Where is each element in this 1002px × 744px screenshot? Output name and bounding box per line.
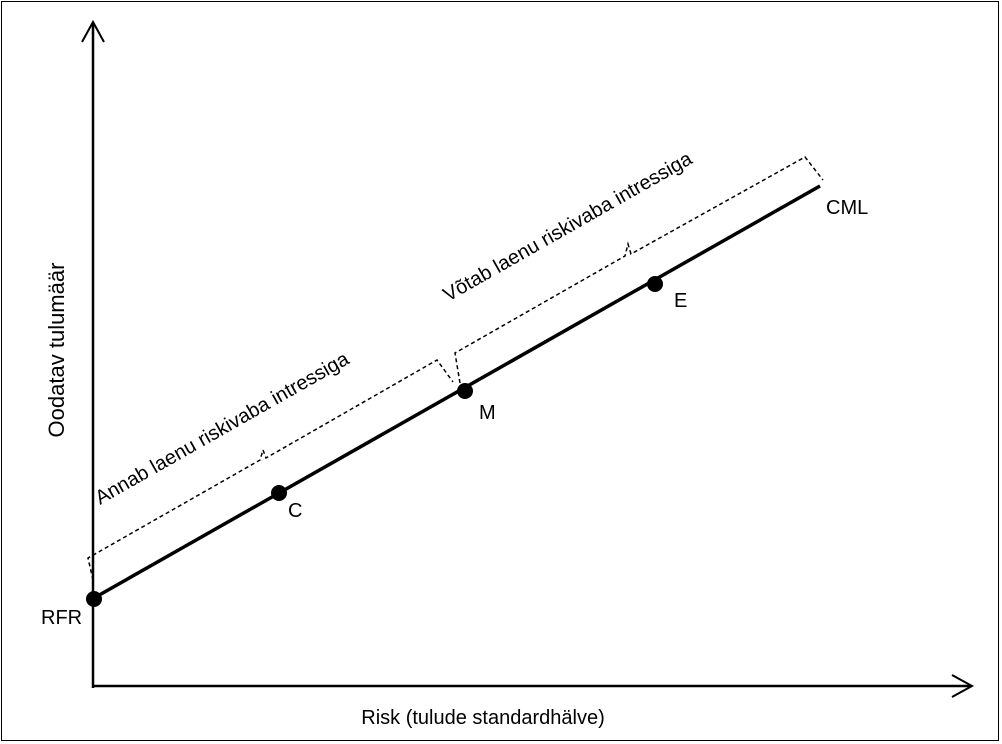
point-m [457, 383, 473, 399]
y-axis-arrowhead [81, 19, 105, 43]
lending-label: Annab laenu riskivaba intressiga [92, 348, 354, 510]
point-c [271, 485, 287, 501]
label-m: M [479, 402, 496, 424]
borrowing-bracket [454, 156, 824, 384]
lending-bracket [87, 359, 454, 581]
x-axis-arrowhead [951, 674, 975, 698]
y-axis-label: Oodatav tulumäär [44, 263, 69, 438]
label-c: C [288, 500, 302, 522]
point-rfr [86, 591, 102, 607]
x-axis-label: Risk (tulude standardhälve) [361, 707, 604, 729]
label-rfr: RFR [41, 607, 82, 629]
label-cml: CML [826, 197, 868, 219]
cml-line [93, 184, 821, 600]
label-e: E [674, 290, 687, 312]
point-e [647, 276, 663, 292]
